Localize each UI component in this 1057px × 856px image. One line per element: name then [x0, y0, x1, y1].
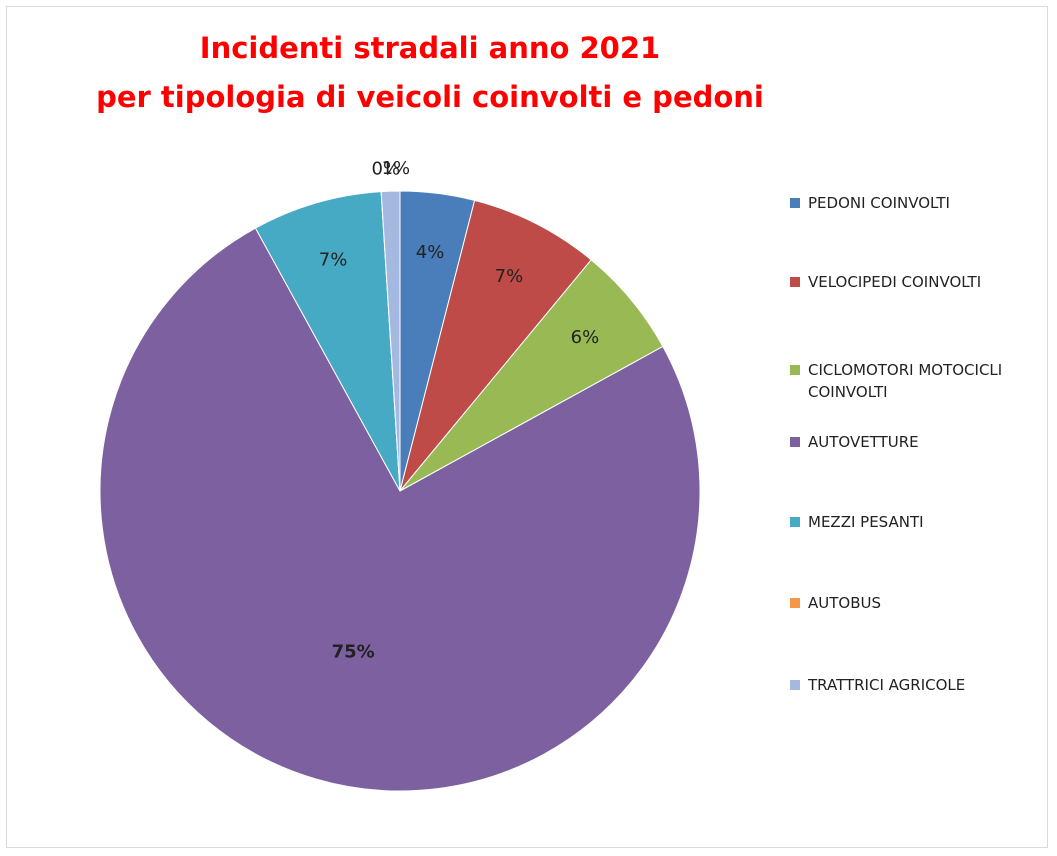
legend-swatch	[790, 198, 800, 208]
pie-slice	[380, 190, 401, 492]
data-label: 7%	[495, 266, 524, 287]
pie-slice	[254, 191, 401, 492]
chart-frame	[6, 6, 1048, 848]
legend-label: CICLOMOTORI MOTOCICLI COINVOLTI	[808, 361, 1003, 401]
legend-item: AUTOVETTURE	[790, 431, 1045, 453]
chart-title: per tipologia di veicoli coinvolti e ped…	[96, 80, 764, 114]
legend-item: MEZZI PESANTI	[790, 511, 1045, 533]
legend-label: AUTOVETTURE	[808, 433, 919, 451]
legend-item: TRATTRICI AGRICOLE	[790, 674, 1045, 696]
data-label: 75%	[332, 641, 375, 662]
data-label: 6%	[571, 327, 600, 348]
legend-label: MEZZI PESANTI	[808, 513, 924, 531]
pie-slice	[99, 227, 701, 792]
legend-item: VELOCIPEDI COINVOLTI	[790, 271, 1045, 293]
legend-swatch	[790, 277, 800, 287]
pie-slice	[399, 199, 592, 492]
legend-swatch	[790, 437, 800, 447]
legend-label: TRATTRICI AGRICOLE	[808, 676, 966, 694]
legend-item: CICLOMOTORI MOTOCICLI COINVOLTI	[790, 359, 1045, 403]
data-label: 7%	[319, 250, 348, 271]
legend-label: PEDONI COINVOLTI	[808, 194, 950, 212]
data-label: 4%	[416, 242, 445, 263]
legend-swatch	[790, 517, 800, 527]
legend-item: PEDONI COINVOLTI	[790, 192, 1045, 214]
legend-swatch	[790, 598, 800, 608]
legend-item: AUTOBUS	[790, 592, 1045, 614]
legend-swatch	[790, 680, 800, 690]
legend-label: AUTOBUS	[808, 594, 882, 612]
legend-swatch	[790, 365, 800, 375]
chart-title: Incidenti stradali anno 2021	[200, 31, 660, 65]
legend-label: VELOCIPEDI COINVOLTI	[808, 273, 982, 291]
data-label: 0%	[372, 159, 401, 180]
data-label: 1%	[382, 158, 411, 179]
